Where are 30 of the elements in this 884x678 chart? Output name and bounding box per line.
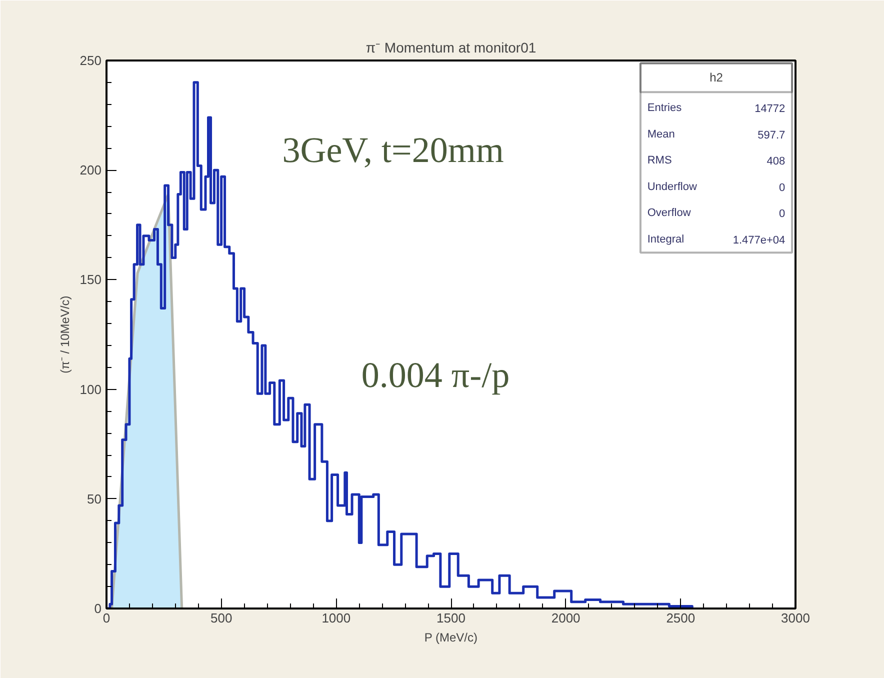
y-tick-label: 150 — [80, 272, 102, 288]
x-tick-label: 2000 — [551, 610, 580, 626]
annotation: 0 — [779, 182, 786, 194]
annotation: Overflow — [647, 207, 691, 220]
annotation: Mean — [647, 128, 675, 140]
annotation: 3GeV, t=20mm — [282, 130, 504, 170]
x-tick-label: 500 — [210, 610, 232, 626]
x-tick-label: 3000 — [781, 610, 810, 626]
x-tick-label: 2500 — [666, 610, 696, 626]
annotation: 408 — [766, 156, 786, 168]
y-axis-title: (π⁻ / 10MeV/c) — [58, 296, 72, 374]
annotation: RMS — [647, 154, 672, 167]
y-tick-label: 200 — [80, 162, 102, 178]
y-tick-label: 50 — [87, 491, 102, 506]
chart-title: π⁻ Momentum at monitor01 — [366, 40, 536, 56]
annotation: 597.7 — [758, 129, 786, 142]
y-tick-label: 0 — [94, 601, 102, 616]
annotation: 0.004 π-/p — [361, 354, 510, 395]
annotation: Integral — [647, 233, 684, 246]
y-tick-label: 100 — [80, 382, 102, 397]
annotation: h2 — [710, 70, 724, 85]
x-axis-title: P (MeV/c) — [424, 630, 478, 644]
annotation: Underflow — [647, 180, 697, 193]
annotation: 14772 — [754, 102, 786, 115]
x-tick-label: 1500 — [436, 610, 466, 626]
y-tick-label: 250 — [80, 53, 102, 68]
annotation: 1.477e+04 — [732, 234, 786, 246]
annotation: 0 — [779, 208, 786, 220]
x-tick-label: 1000 — [322, 610, 351, 626]
annotation: Entries — [647, 102, 682, 114]
